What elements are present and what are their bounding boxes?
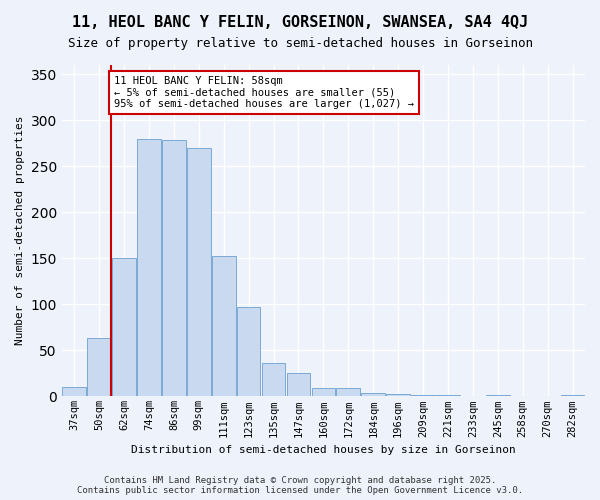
Text: Size of property relative to semi-detached houses in Gorseinon: Size of property relative to semi-detach… [67,38,533,51]
Bar [386,394,410,396]
Y-axis label: Number of semi-detached properties: Number of semi-detached properties [15,116,25,346]
Bar [62,387,86,396]
Bar [287,374,310,396]
Bar [262,363,286,396]
Bar [361,392,385,396]
X-axis label: Distribution of semi-detached houses by size in Gorseinon: Distribution of semi-detached houses by … [131,445,516,455]
Bar [88,338,111,396]
Bar [311,388,335,396]
Text: 11 HEOL BANC Y FELIN: 58sqm
← 5% of semi-detached houses are smaller (55)
95% of: 11 HEOL BANC Y FELIN: 58sqm ← 5% of semi… [114,76,414,109]
Bar [237,307,260,396]
Bar [137,138,161,396]
Bar [162,140,186,396]
Bar [187,148,211,396]
Bar [337,388,360,396]
Text: 11, HEOL BANC Y FELIN, GORSEINON, SWANSEA, SA4 4QJ: 11, HEOL BANC Y FELIN, GORSEINON, SWANSE… [72,15,528,30]
Bar [212,256,236,396]
Bar [112,258,136,396]
Text: Contains HM Land Registry data © Crown copyright and database right 2025.
Contai: Contains HM Land Registry data © Crown c… [77,476,523,495]
Bar [411,394,435,396]
